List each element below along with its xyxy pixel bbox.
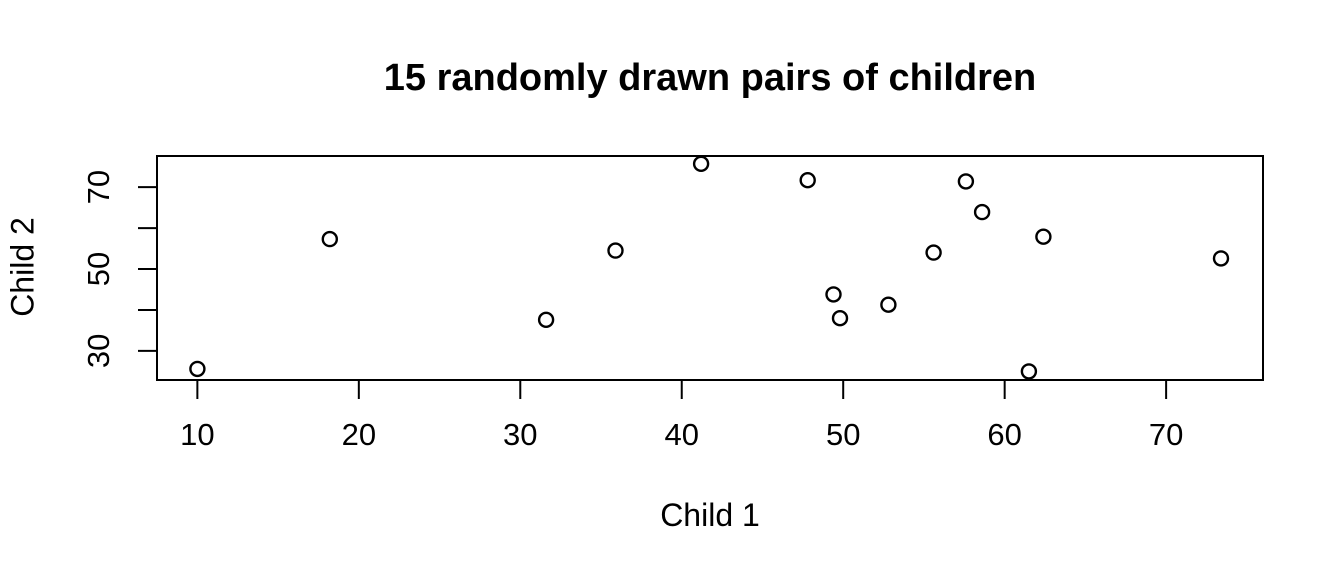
x-axis-label: Child 1 xyxy=(660,497,760,533)
y-tick-label: 30 xyxy=(81,334,116,368)
data-point xyxy=(1020,363,1038,380)
chart-title: 15 randomly drawn pairs of children xyxy=(383,57,1037,99)
data-point xyxy=(537,311,555,328)
x-tick-label: 40 xyxy=(665,417,699,452)
x-tick-label: 20 xyxy=(342,417,376,452)
data-point xyxy=(799,171,816,189)
y-tick-label: 70 xyxy=(81,170,116,204)
data-point xyxy=(957,173,975,190)
data-point xyxy=(831,310,849,327)
data-point xyxy=(692,155,710,173)
x-tick-label: 50 xyxy=(826,417,860,452)
data-point xyxy=(880,296,897,313)
data-point xyxy=(973,203,991,221)
data-point xyxy=(189,360,206,378)
data-point xyxy=(321,230,338,248)
data-point xyxy=(925,244,942,261)
x-tick-label: 60 xyxy=(987,417,1021,452)
data-point xyxy=(1035,228,1052,245)
x-tick-label: 70 xyxy=(1149,417,1183,452)
plot-box xyxy=(156,155,1264,381)
data-point xyxy=(607,242,624,259)
x-tick-label: 10 xyxy=(180,417,214,452)
data-point xyxy=(825,286,842,303)
x-tick-label: 30 xyxy=(503,417,537,452)
y-tick-label: 50 xyxy=(81,252,116,286)
data-point xyxy=(1212,250,1230,267)
